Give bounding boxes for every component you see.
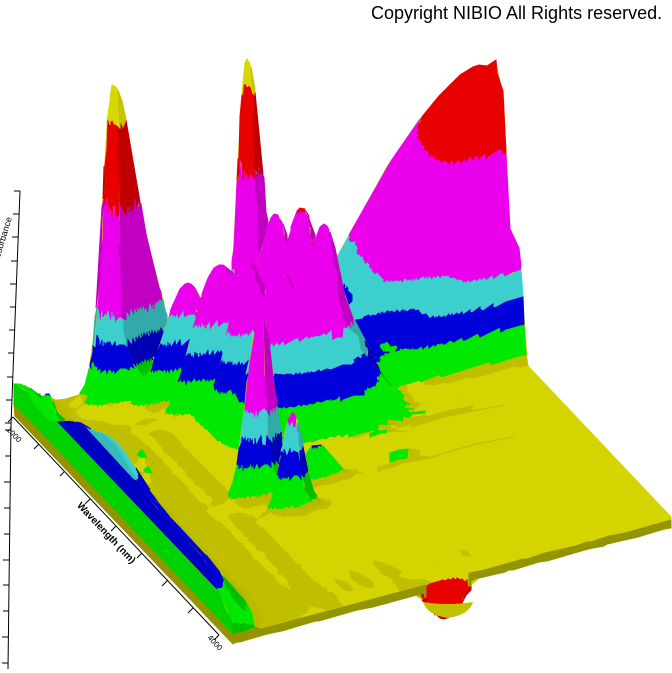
svg-text:Absorbance: Absorbance bbox=[0, 216, 14, 265]
svg-text:1000: 1000 bbox=[5, 425, 24, 445]
svg-text:4000: 4000 bbox=[206, 633, 225, 653]
